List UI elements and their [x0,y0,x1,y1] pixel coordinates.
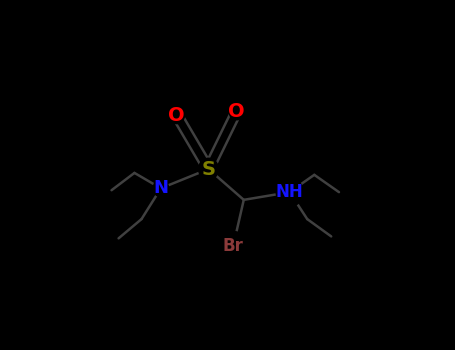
Circle shape [229,103,244,120]
Circle shape [199,158,218,180]
Text: S: S [202,160,216,178]
Circle shape [276,177,303,207]
Circle shape [169,107,185,124]
Circle shape [153,180,169,197]
Text: O: O [168,106,185,125]
Text: N: N [153,179,168,197]
Circle shape [220,231,247,261]
Text: Br: Br [223,237,243,255]
Text: O: O [228,102,245,121]
Text: NH: NH [276,183,303,201]
